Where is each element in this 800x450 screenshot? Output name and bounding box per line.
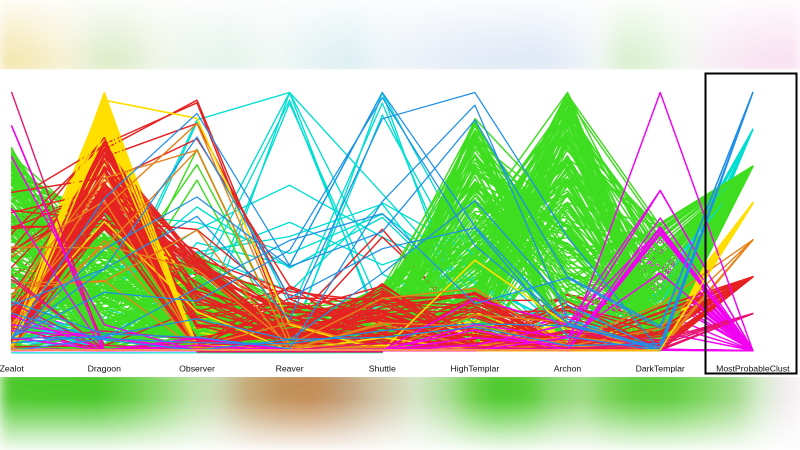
svg-text:Observer: Observer xyxy=(179,364,215,374)
svg-text:Dragoon: Dragoon xyxy=(88,364,121,374)
svg-text:DarkTemplar: DarkTemplar xyxy=(636,364,685,374)
svg-text:Archon: Archon xyxy=(554,364,582,374)
svg-text:Zealot: Zealot xyxy=(0,364,24,374)
svg-text:MostProbableClust: MostProbableClust xyxy=(716,364,790,374)
svg-text:HighTemplar: HighTemplar xyxy=(451,364,500,374)
svg-text:Reaver: Reaver xyxy=(276,364,304,374)
svg-text:Shuttle: Shuttle xyxy=(369,364,396,374)
